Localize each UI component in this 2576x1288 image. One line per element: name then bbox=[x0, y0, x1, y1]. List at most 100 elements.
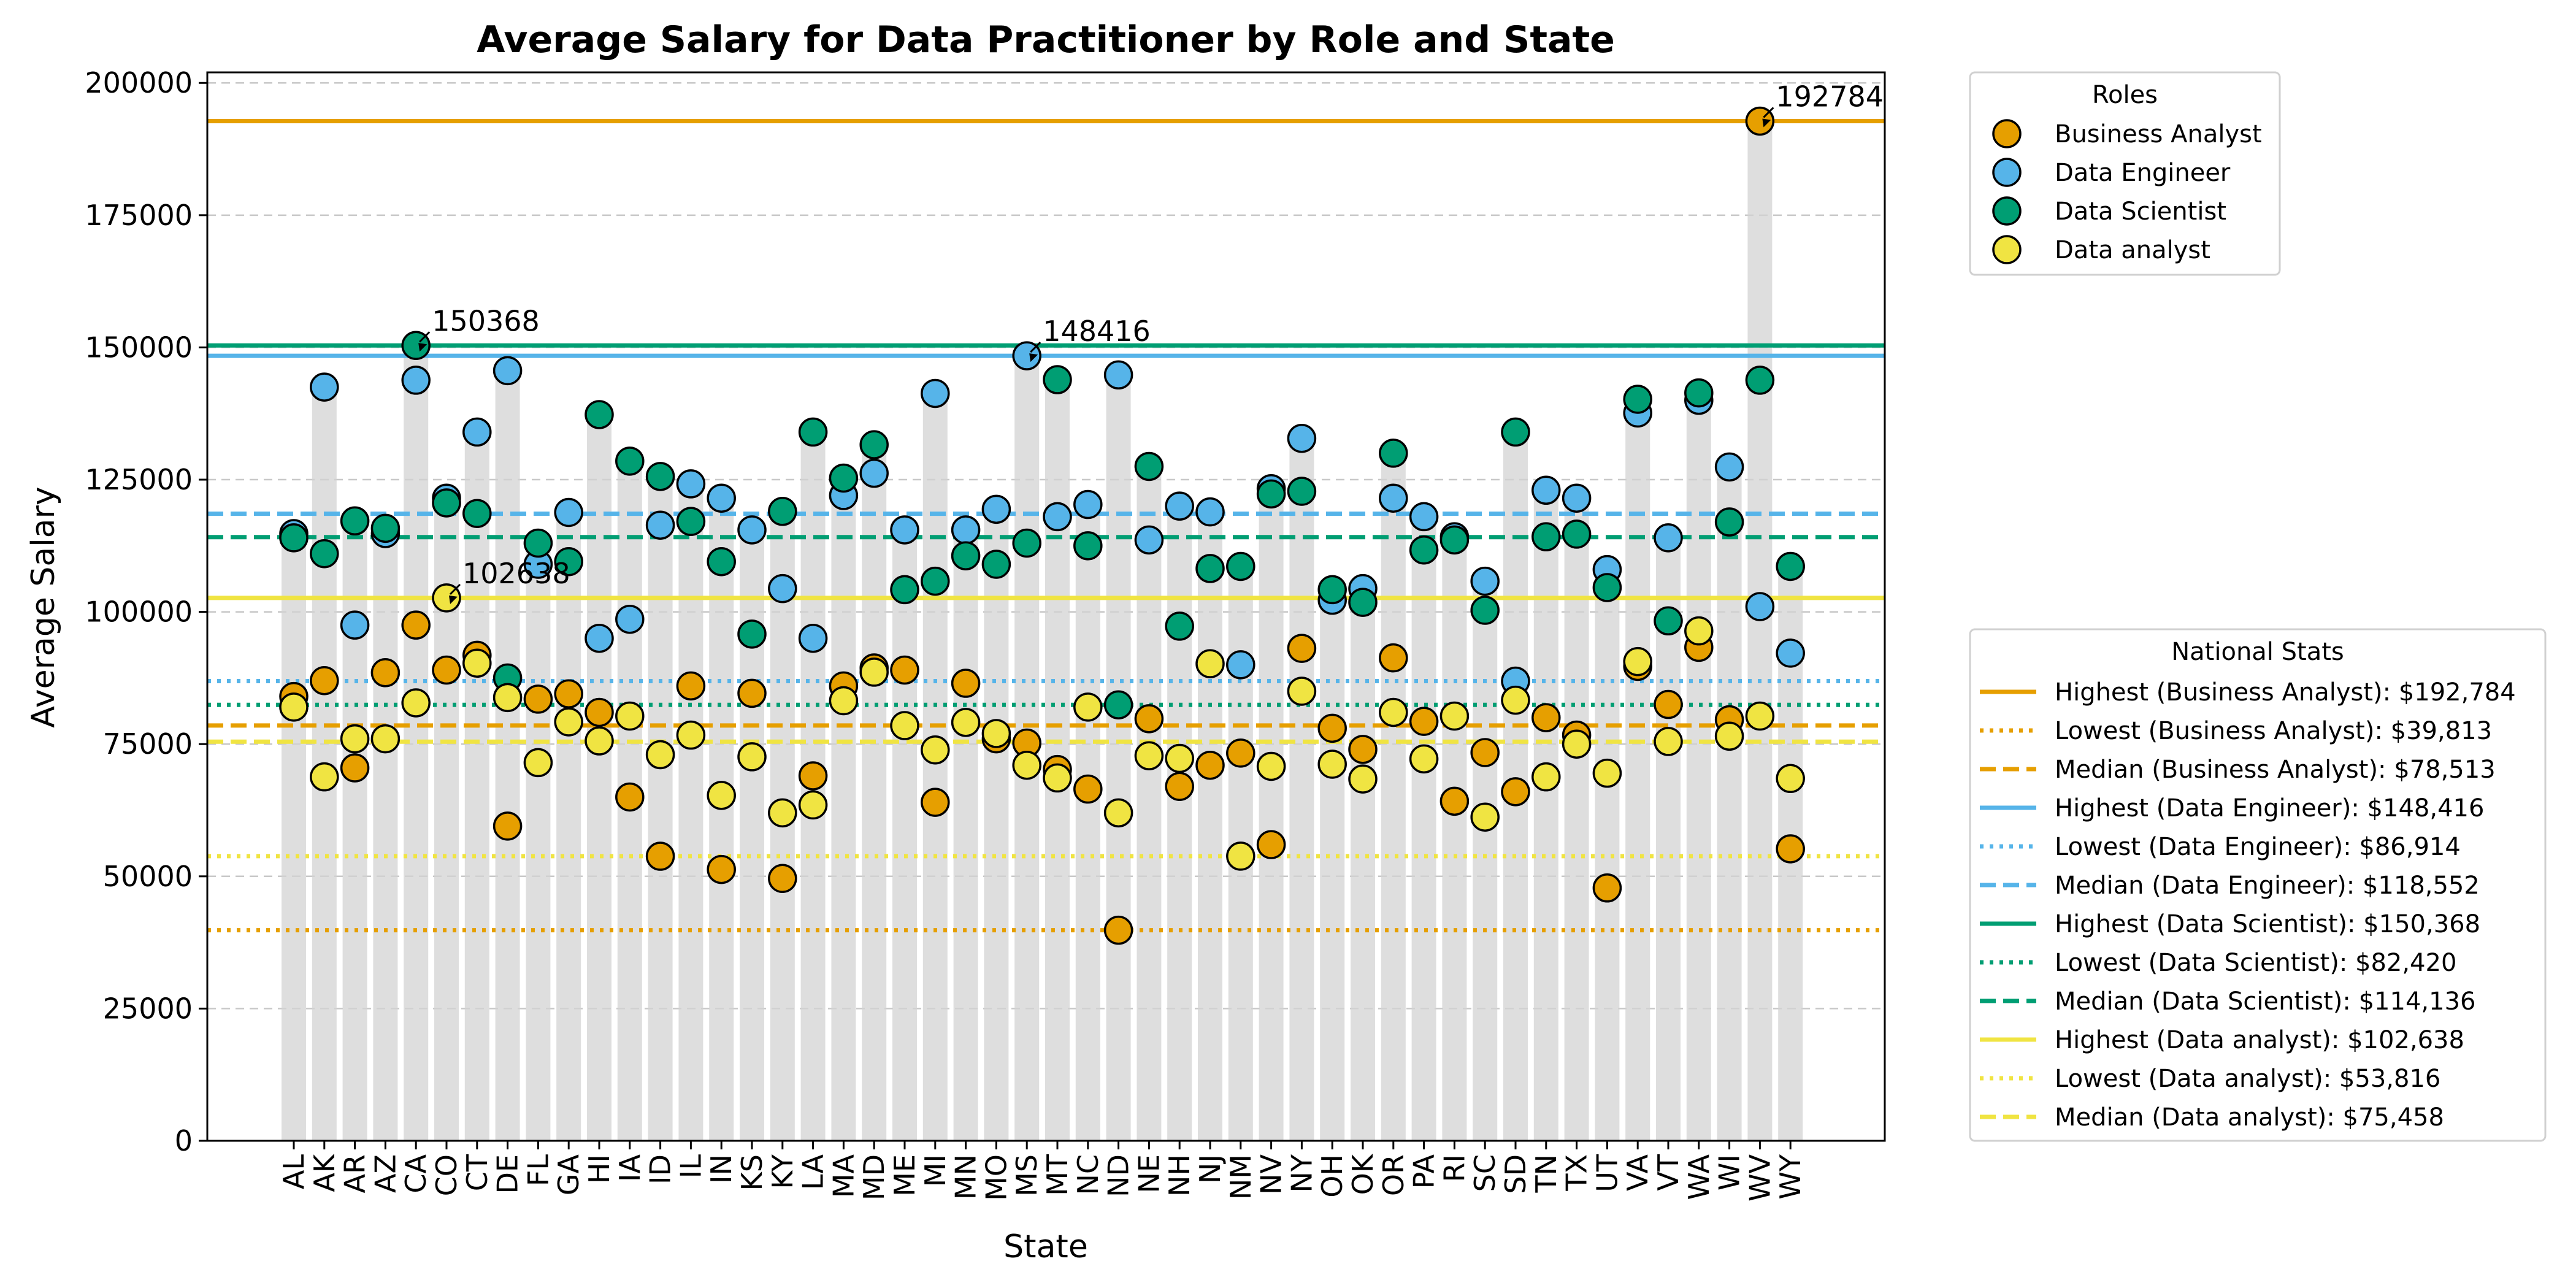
state-bar-MI bbox=[922, 393, 948, 1141]
data-point-data-scientist-MS bbox=[1012, 528, 1041, 558]
data-point-data-analyst-HI bbox=[585, 726, 614, 756]
x-tick-label-AR: AR bbox=[339, 1154, 372, 1193]
data-point-data-analyst-PA bbox=[1409, 744, 1439, 774]
data-point-business-analyst-LA bbox=[798, 761, 828, 791]
x-tick-label-AZ: AZ bbox=[369, 1154, 402, 1193]
x-tick-label-UT: UT bbox=[1590, 1154, 1623, 1192]
x-tick-label-TN: TN bbox=[1530, 1154, 1563, 1194]
x-tick-label-VT: VT bbox=[1652, 1154, 1685, 1190]
x-tick-label-MI: MI bbox=[919, 1154, 952, 1187]
data-point-business-analyst-MN bbox=[951, 669, 981, 698]
data-point-business-analyst-NJ bbox=[1195, 750, 1225, 780]
data-point-data-engineer-WY bbox=[1776, 638, 1805, 668]
data-point-data-analyst-ND bbox=[1103, 798, 1133, 828]
data-point-business-analyst-WY bbox=[1776, 834, 1805, 864]
data-point-data-analyst-IA bbox=[615, 701, 645, 731]
data-point-data-analyst-SD bbox=[1501, 685, 1530, 715]
data-point-business-analyst-NM bbox=[1226, 738, 1255, 768]
state-bar-OH bbox=[1320, 589, 1345, 1141]
data-point-business-analyst-VT bbox=[1654, 689, 1683, 719]
y-tick-label: 0 bbox=[175, 1124, 193, 1157]
data-point-data-scientist-ME bbox=[890, 575, 919, 605]
data-point-data-analyst-OK bbox=[1348, 764, 1378, 794]
x-tick-label-MO: MO bbox=[979, 1154, 1013, 1201]
data-point-data-scientist-TX bbox=[1562, 519, 1592, 549]
data-point-data-scientist-NJ bbox=[1195, 554, 1225, 583]
data-point-data-analyst-VT bbox=[1654, 727, 1683, 756]
legend-stats-label: Median (Business Analyst): $78,513 bbox=[2055, 756, 2496, 784]
state-bar-MD bbox=[862, 445, 887, 1141]
data-point-business-analyst-UT bbox=[1592, 873, 1622, 903]
data-point-business-analyst-ND bbox=[1103, 915, 1133, 945]
legend-roles-label: Data Scientist bbox=[2055, 197, 2226, 226]
x-tick-label-VA: VA bbox=[1621, 1154, 1654, 1191]
x-tick-label-AL: AL bbox=[277, 1154, 310, 1189]
data-point-data-engineer-AK bbox=[310, 372, 339, 402]
legend-marker bbox=[1992, 158, 2022, 187]
data-point-data-analyst-WY bbox=[1776, 764, 1805, 794]
y-tick-label: 25000 bbox=[103, 992, 193, 1025]
data-point-business-analyst-AZ bbox=[370, 658, 401, 688]
data-point-data-engineer-SC bbox=[1470, 566, 1500, 596]
legend-stats-label: Lowest (Data Engineer): $86,914 bbox=[2055, 833, 2461, 861]
state-bar-OK bbox=[1351, 588, 1375, 1141]
data-point-data-analyst-NY bbox=[1287, 677, 1317, 706]
data-point-data-analyst-NH bbox=[1165, 743, 1194, 773]
x-tick-label-NM: NM bbox=[1224, 1154, 1257, 1200]
data-point-data-engineer-NE bbox=[1134, 525, 1164, 555]
data-point-data-scientist-ND bbox=[1103, 690, 1133, 719]
data-point-data-scientist-OK bbox=[1348, 588, 1378, 617]
data-point-data-engineer-MN bbox=[951, 515, 981, 545]
data-point-business-analyst-HI bbox=[585, 697, 614, 727]
data-point-data-engineer-TN bbox=[1531, 475, 1561, 505]
data-point-data-scientist-ID bbox=[645, 462, 675, 491]
x-tick-label-MS: MS bbox=[1010, 1154, 1043, 1197]
state-bar-WA bbox=[1686, 393, 1711, 1141]
x-tick-label-TX: TX bbox=[1560, 1154, 1593, 1192]
data-point-business-analyst-NH bbox=[1165, 772, 1194, 801]
annotation-arrow bbox=[1030, 342, 1041, 353]
data-point-business-analyst-MI bbox=[921, 788, 950, 817]
x-tick-label-WY: WY bbox=[1774, 1154, 1807, 1199]
legend-stats-title: National Stats bbox=[2171, 638, 2344, 666]
data-point-business-analyst-OK bbox=[1348, 735, 1378, 764]
data-point-data-analyst-ID bbox=[645, 740, 675, 770]
data-point-data-engineer-ND bbox=[1103, 360, 1133, 390]
x-tick-label-OR: OR bbox=[1377, 1154, 1410, 1196]
state-bar-GA bbox=[556, 512, 581, 1141]
state-bar-NE bbox=[1137, 466, 1162, 1141]
data-point-data-analyst-IN bbox=[707, 781, 736, 810]
x-tick-label-AK: AK bbox=[308, 1153, 341, 1192]
x-tick-label-MD: MD bbox=[857, 1154, 891, 1200]
data-point-business-analyst-GA bbox=[554, 679, 583, 709]
y-tick-label: 50000 bbox=[103, 860, 193, 893]
data-point-data-analyst-NM bbox=[1226, 841, 1255, 871]
data-point-business-analyst-OR bbox=[1379, 643, 1408, 673]
data-point-data-engineer-DE bbox=[493, 356, 523, 386]
data-point-data-analyst-WV bbox=[1745, 701, 1775, 731]
annotation-label: 148416 bbox=[1043, 315, 1151, 348]
state-bar-NH bbox=[1167, 506, 1192, 1141]
data-point-data-scientist-VA bbox=[1623, 385, 1652, 414]
data-point-data-scientist-MO bbox=[981, 550, 1011, 579]
data-point-data-scientist-NH bbox=[1165, 611, 1194, 641]
data-point-data-engineer-MO bbox=[981, 494, 1011, 524]
state-bar-OR bbox=[1381, 453, 1406, 1141]
legend-stats-label: Median (Data Scientist): $114,136 bbox=[2055, 987, 2475, 1016]
data-point-data-analyst-NV bbox=[1256, 751, 1286, 781]
data-point-data-analyst-OR bbox=[1379, 697, 1408, 727]
data-point-data-scientist-IL bbox=[676, 507, 706, 536]
state-bar-WV bbox=[1747, 121, 1773, 1141]
data-point-data-engineer-KY bbox=[768, 573, 797, 604]
data-point-data-engineer-WI bbox=[1714, 452, 1744, 482]
data-point-data-analyst-CT bbox=[462, 648, 492, 678]
x-tick-label-IA: IA bbox=[613, 1154, 646, 1182]
data-point-business-analyst-KS bbox=[737, 678, 767, 708]
data-point-data-scientist-KY bbox=[768, 497, 797, 526]
x-tick-label-IL: IL bbox=[674, 1154, 707, 1179]
data-point-data-scientist-NE bbox=[1134, 451, 1164, 481]
y-axis-label: Average Salary bbox=[25, 486, 62, 727]
data-point-data-scientist-IN bbox=[707, 546, 736, 577]
data-point-data-engineer-IN bbox=[707, 483, 736, 513]
annotation-arrowhead bbox=[449, 595, 458, 604]
